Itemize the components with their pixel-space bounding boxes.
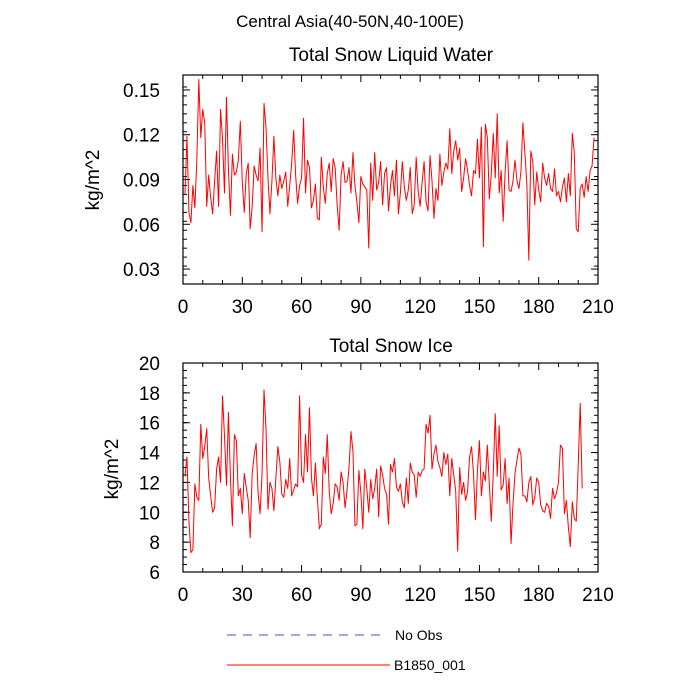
x-tick-label: 0 [178, 585, 189, 606]
panel-snow-ice: Total Snow Ice 0 30 60 90 120 150 180 210 6 8 10 1… [102, 336, 614, 606]
x-tick-label: 150 [464, 297, 496, 318]
y-tick-label: 0.15 [123, 81, 160, 102]
x-tick-label: 90 [350, 297, 371, 318]
y-tick-label: 0.06 [123, 215, 160, 236]
x-tick-label: 90 [350, 585, 371, 606]
x-tick-labels: 0 30 60 90 120 150 180 210 [178, 585, 614, 606]
y-tick-label: 14 [139, 444, 161, 465]
x-tick-label: 180 [523, 297, 555, 318]
y-tick-label: 0.12 [123, 126, 160, 147]
y-tick-label: 16 [139, 414, 160, 435]
x-tick-label: 120 [404, 297, 436, 318]
y-axis-label: kg/m^2 [83, 150, 104, 211]
x-tick-label: 120 [404, 585, 436, 606]
y-tick-label: 0.09 [123, 171, 160, 192]
axes-frame [182, 362, 599, 573]
axis-ticks [182, 75, 599, 284]
panel-title: Total Snow Ice [329, 336, 453, 357]
figure-title: Central Asia(40-50N,40-100E) [236, 12, 464, 31]
y-axis-label: kg/m^2 [102, 439, 123, 500]
x-tick-label: 210 [582, 297, 614, 318]
panel-title: Total Snow Liquid Water [289, 45, 494, 66]
panel-snow-liquid-water: Total Snow Liquid Water 0 30 60 90 120 150 180… [83, 45, 614, 318]
x-tick-label: 30 [232, 585, 253, 606]
x-tick-labels: 0 30 60 90 120 150 180 210 [178, 297, 614, 318]
legend-label-b1850: B1850_001 [394, 657, 466, 673]
legend: No Obs B1850_001 [227, 627, 466, 673]
y-tick-label: 6 [149, 563, 160, 584]
y-tick-labels: 0.03 0.06 0.09 0.12 0.15 [123, 81, 160, 281]
legend-label-no-obs: No Obs [395, 627, 442, 643]
y-tick-label: 0.03 [123, 260, 160, 281]
plot-area [184, 389, 583, 554]
y-tick-label: 20 [139, 354, 160, 375]
series-line-b1850_001 [184, 389, 583, 554]
y-tick-labels: 6 8 10 12 14 16 18 20 [139, 354, 161, 584]
y-tick-label: 8 [149, 533, 160, 554]
y-tick-label: 10 [139, 503, 160, 524]
x-tick-label: 150 [464, 585, 496, 606]
x-tick-label: 30 [232, 297, 253, 318]
series-line-b1850_001 [184, 78, 595, 261]
x-tick-label: 0 [178, 297, 189, 318]
y-tick-label: 18 [139, 384, 160, 405]
x-tick-label: 180 [523, 585, 555, 606]
y-tick-label: 12 [139, 473, 160, 494]
x-tick-label: 60 [291, 585, 312, 606]
x-tick-label: 210 [582, 585, 614, 606]
axes-frame [182, 74, 599, 285]
x-tick-label: 60 [291, 297, 312, 318]
plot-area [184, 78, 595, 261]
